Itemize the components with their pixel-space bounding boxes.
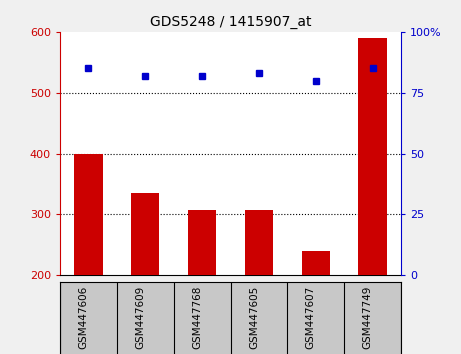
Bar	[245, 210, 273, 275]
Bar	[301, 251, 330, 275]
Title: GDS5248 / 1415907_at: GDS5248 / 1415907_at	[150, 16, 311, 29]
Text: GSM447768: GSM447768	[192, 285, 202, 349]
Bar	[358, 38, 387, 275]
Text: GSM447609: GSM447609	[135, 285, 145, 349]
Text: GSM447749: GSM447749	[363, 285, 372, 349]
Text: GSM447607: GSM447607	[306, 285, 316, 349]
Bar	[131, 193, 160, 275]
Bar	[74, 154, 102, 275]
Bar	[188, 210, 216, 275]
Text: GSM447606: GSM447606	[78, 285, 89, 349]
Text: GSM447605: GSM447605	[249, 285, 259, 349]
